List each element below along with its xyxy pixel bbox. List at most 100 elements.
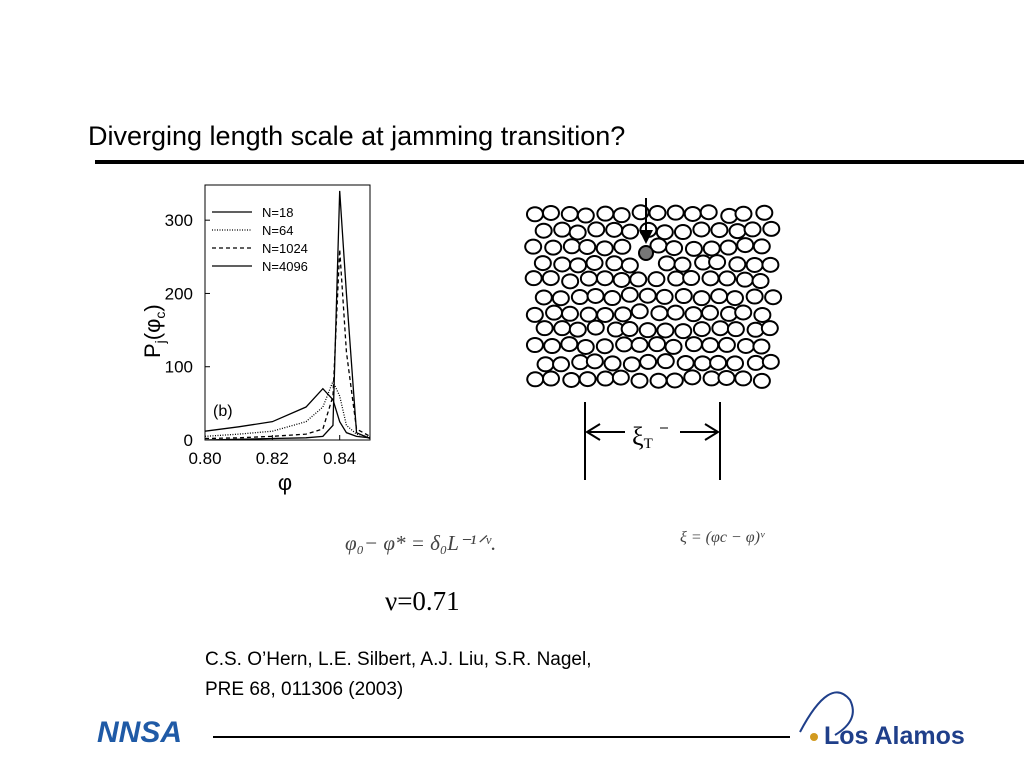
disk [544,239,563,256]
disk [639,353,658,370]
disk [560,305,579,322]
disk [524,270,543,287]
x-tick-label: 0.84 [323,449,356,468]
disk [761,256,780,273]
disk [595,270,614,287]
disk [736,337,755,354]
disk [667,270,686,287]
disk [655,288,674,305]
citation: PRE 68, 011306 (2003) [205,679,403,700]
disk [650,305,669,322]
disk [526,371,545,388]
disk [560,336,579,353]
disk [621,223,640,240]
disk [752,338,771,355]
disk [725,290,744,307]
exponent: ν=0.71 [385,586,460,616]
disk [708,254,727,271]
y-axis-label-part: P [140,343,165,358]
series-line [205,249,370,440]
disk [613,238,632,255]
disk [692,321,711,338]
disk [630,336,649,353]
disk [553,256,572,273]
disk [562,238,581,255]
disk [665,240,684,257]
citation: C.S. O’Hern, L.E. Silbert, A.J. Liu, S.R… [205,649,592,670]
slide-title: Diverging length scale at jamming transi… [88,121,625,151]
disk [536,356,555,373]
equation: ξ = (φc − φ)ᵛ [680,529,765,546]
disk [745,256,764,273]
disk [612,207,631,224]
disk [683,205,702,222]
series-line [205,387,370,439]
disk [596,205,615,222]
disk [545,304,564,321]
disk [629,271,648,288]
disk [751,273,770,290]
disk [710,288,729,305]
y-tick-label: 100 [165,358,193,377]
disk [764,289,783,306]
disk [578,371,597,388]
disk [682,270,701,287]
los-alamos-dot [810,733,818,741]
disk [615,336,634,353]
disk [541,370,560,387]
disk [552,356,571,373]
disk-packing [524,198,783,389]
disk [614,306,633,323]
los-alamos-swoosh [799,691,854,736]
disk [596,306,615,323]
disk [746,354,765,371]
disk [655,224,674,241]
plot-frame [204,184,371,441]
disk [551,290,570,307]
disk [693,355,712,372]
disk [743,221,762,238]
disk [534,222,553,239]
disk [674,323,693,340]
y-axis-label-part: (φ [140,319,165,341]
disk [620,321,639,338]
disk [648,336,667,353]
disk [726,321,745,338]
disk [534,289,553,306]
disk [638,322,657,339]
disk [612,271,631,288]
disk [541,270,560,287]
disk [585,353,604,370]
panel-label: (b) [213,403,233,420]
disk [553,320,572,337]
disk [656,322,675,339]
disk [648,204,667,221]
disk [717,369,736,386]
disk [579,270,598,287]
disk [535,320,554,337]
disk [728,256,747,273]
disk [595,338,614,355]
disk [543,338,562,355]
x-tick-label: 0.80 [188,449,221,468]
disk [719,239,738,256]
disk [702,240,721,257]
disk [701,337,720,354]
disk [524,238,543,255]
disk [717,336,736,353]
disk [649,372,668,389]
disk [622,356,641,373]
disk [595,240,614,257]
disk [525,337,544,354]
y-axis-label-part: j [152,340,168,344]
disk [570,289,589,306]
disk [752,238,771,255]
disk [638,287,657,304]
disk [666,204,685,221]
disk [701,270,720,287]
los-alamos-logo: Los Alamos [824,722,965,750]
equation: φ₀− φ* = δ₀L⁻¹ᐟᵛ. [345,531,496,555]
disk [611,369,630,386]
legend-label: N=1024 [262,241,308,256]
disk [620,257,639,274]
